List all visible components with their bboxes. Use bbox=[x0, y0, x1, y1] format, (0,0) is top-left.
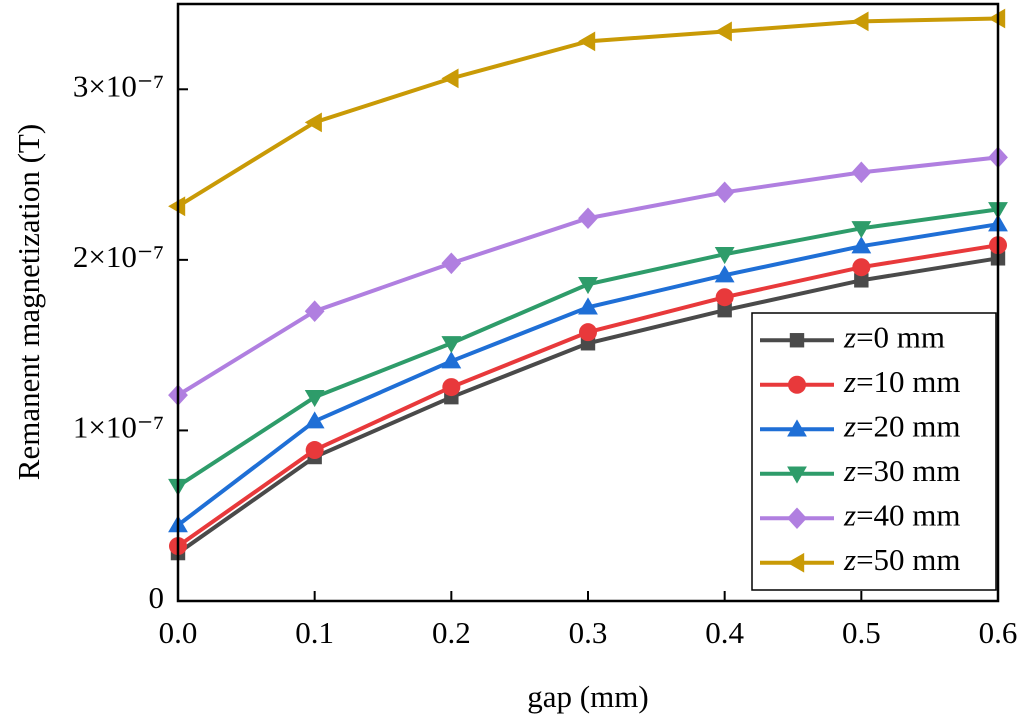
marker bbox=[578, 31, 596, 52]
marker bbox=[852, 258, 871, 277]
x-tick-label: 0.3 bbox=[569, 615, 608, 650]
y-tick-label: 3×10⁻⁷ bbox=[73, 68, 164, 103]
marker bbox=[714, 265, 735, 283]
marker bbox=[304, 112, 322, 133]
x-tick-label: 0.6 bbox=[979, 615, 1018, 650]
marker bbox=[715, 288, 734, 307]
legend-label: z=20 mm bbox=[843, 408, 961, 443]
y-tick-label: 2×10⁻⁷ bbox=[73, 239, 164, 274]
marker bbox=[578, 207, 598, 230]
marker bbox=[788, 375, 806, 394]
marker bbox=[717, 302, 732, 318]
marker bbox=[168, 196, 186, 217]
marker bbox=[787, 466, 807, 484]
marker bbox=[988, 8, 1006, 29]
marker bbox=[304, 300, 325, 322]
legend-label: z=40 mm bbox=[843, 497, 961, 532]
marker bbox=[851, 161, 872, 184]
marker bbox=[851, 221, 872, 239]
marker bbox=[714, 181, 735, 204]
marker bbox=[787, 507, 807, 530]
marker bbox=[441, 252, 462, 275]
marker bbox=[851, 236, 872, 254]
x-tick-label: 0.4 bbox=[705, 615, 744, 650]
marker bbox=[441, 351, 462, 369]
marker bbox=[579, 323, 597, 342]
marker bbox=[578, 297, 598, 315]
marker bbox=[714, 21, 732, 42]
marker bbox=[442, 378, 461, 397]
x-tick-label: 0.1 bbox=[295, 615, 334, 650]
marker bbox=[305, 441, 324, 460]
marker bbox=[854, 273, 869, 288]
marker bbox=[789, 333, 805, 348]
marker bbox=[714, 247, 735, 265]
y-tick-label: 1×10⁻⁷ bbox=[73, 410, 164, 445]
y-tick-label: 0 bbox=[149, 580, 165, 615]
legend-box bbox=[751, 312, 997, 591]
legend-label: z=50 mm bbox=[843, 542, 961, 577]
marker bbox=[578, 277, 598, 295]
marker bbox=[851, 11, 869, 32]
marker bbox=[787, 552, 805, 573]
x-tick-label: 0.0 bbox=[159, 615, 198, 650]
x-tick-label: 0.2 bbox=[432, 615, 471, 650]
legend-label: z=30 mm bbox=[843, 453, 961, 488]
marker bbox=[304, 411, 325, 429]
legend-label: z=0 mm bbox=[843, 319, 945, 354]
marker bbox=[304, 389, 325, 408]
y-axis-title: Remanent magnetization (T) bbox=[11, 124, 46, 480]
x-tick-label: 0.5 bbox=[842, 615, 881, 650]
plot-frame bbox=[176, 2, 1000, 603]
marker bbox=[787, 419, 807, 437]
x-axis-title: gap (mm) bbox=[527, 679, 648, 714]
legend-label: z=10 mm bbox=[843, 364, 961, 399]
marker bbox=[441, 68, 459, 89]
marker bbox=[441, 336, 462, 354]
